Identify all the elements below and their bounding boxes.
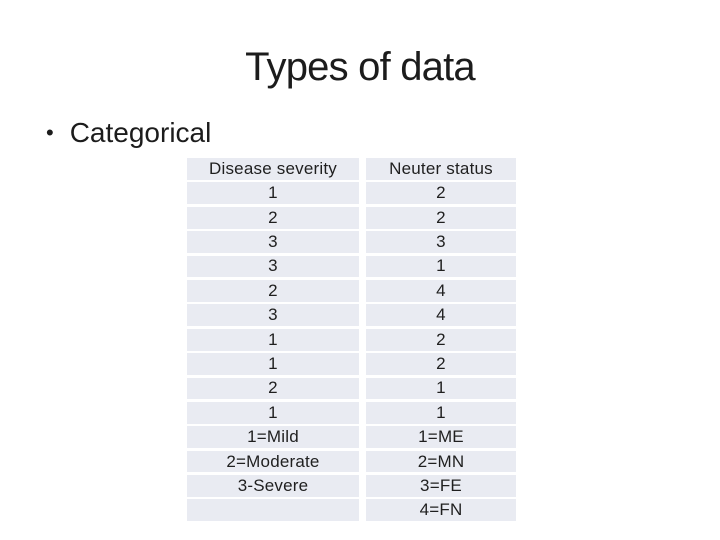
table-legend-cell: 1=Mild (187, 426, 359, 449)
table-cell: 2 (366, 206, 516, 229)
table-cell: 1 (366, 255, 516, 278)
table-legend-cell (187, 499, 359, 522)
table-cell: 2 (366, 182, 516, 205)
table-cell: 1 (366, 377, 516, 400)
table-cell: 3 (187, 255, 359, 278)
table-cell: 3 (187, 304, 359, 327)
bullet-item-categorical: • Categorical (46, 116, 211, 152)
table-cell: 3 (366, 231, 516, 253)
table-cell: 2 (366, 353, 516, 375)
table-cell: 4 (366, 279, 516, 302)
table-cell: 2 (187, 206, 359, 229)
table-legend-cell: 1=ME (366, 426, 516, 449)
table-cell: 1 (187, 328, 359, 351)
table-legend-cell: 2=Moderate (187, 450, 359, 473)
slide-title: Types of data (245, 45, 476, 89)
table-legend-cell: 3-Severe (187, 475, 359, 497)
table-cell: 1 (366, 401, 516, 424)
table-cell: 2 (187, 377, 359, 400)
table-cell: 1 (187, 182, 359, 205)
table-cell: 2 (187, 279, 359, 302)
bullet-label: Categorical (69, 117, 212, 148)
table-header-cell: Disease severity (187, 158, 359, 180)
table-cell: 2 (366, 328, 516, 351)
table-cell: 1 (187, 353, 359, 375)
table-cell: 3 (187, 231, 359, 253)
table-legend-cell: 2=MN (366, 450, 516, 473)
table-cell: 4 (366, 304, 516, 327)
table-legend-cell: 4=FN (366, 499, 516, 522)
data-table: Disease severity Neuter status 1 2 2 2 3 3 3 1 2 4 3… (187, 158, 516, 522)
table-legend-cell: 3=FE (366, 475, 516, 497)
bullet-marker: • (46, 120, 54, 145)
table-cell: 1 (187, 401, 359, 424)
table-header-cell: Neuter status (366, 158, 516, 180)
